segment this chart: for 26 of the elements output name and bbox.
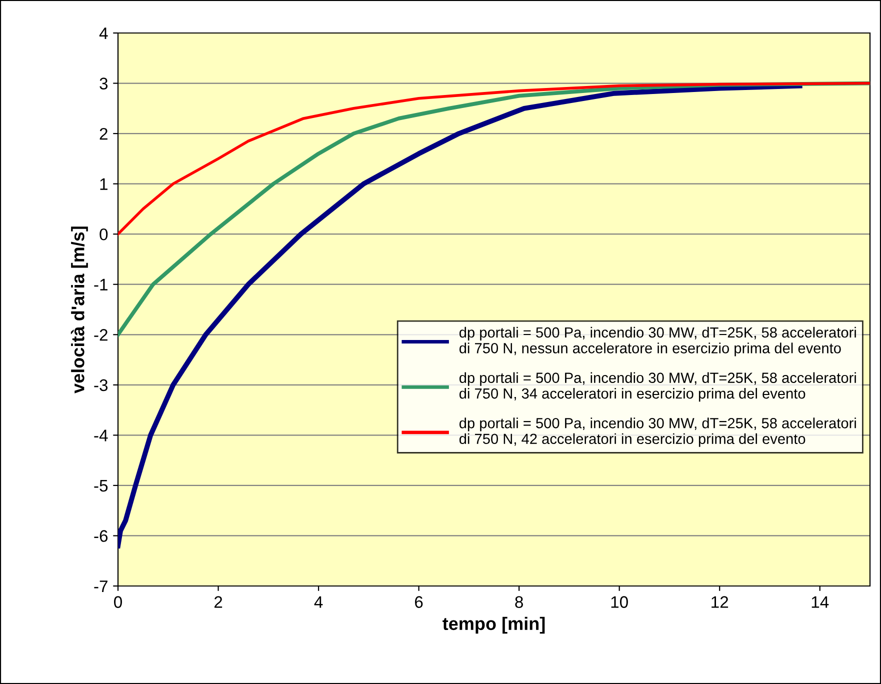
y-tick-label: -4 <box>94 430 108 442</box>
y-tick-label: 2 <box>100 128 108 140</box>
x-tick-label: 12 <box>712 596 728 608</box>
x-axis-title: tempo [min] <box>442 616 545 634</box>
y-tick-label: -6 <box>94 530 108 542</box>
y-tick-label: 3 <box>100 78 108 90</box>
y-tick-label: -1 <box>94 278 108 290</box>
y-tick-label: -2 <box>94 329 108 341</box>
legend-label: dp portali = 500 Pa, incendio 30 MW, dT=25K, 58 acceleratori di 750 N, 34 acceleratori in esercizio prima del evento <box>459 372 856 402</box>
x-tick-label: 6 <box>415 596 423 608</box>
y-tick-label: 4 <box>99 28 108 40</box>
x-tick-label: 8 <box>515 596 523 608</box>
y-tick-label: 1 <box>100 178 108 190</box>
line-series <box>118 82 870 236</box>
y-tick-label: -7 <box>94 580 108 592</box>
x-tick-label: 0 <box>114 596 122 608</box>
legend-label: dp portali = 500 Pa, incendio 30 MW, dT=25K, 58 acceleratori di 750 N, nessun acceleratore in esercizio prima del evento <box>459 326 856 356</box>
legend-label: dp portali = 500 Pa, incendio 30 MW, dT=25K, 58 acceleratori di 750 N, 42 acceleratori in esercizio prima del evento <box>459 418 856 447</box>
x-tick-label: 2 <box>214 596 222 608</box>
y-axis-title: velocità d'aria [m/s] <box>70 226 88 394</box>
y-tick-label: -3 <box>94 379 108 392</box>
x-tick-label: 10 <box>611 596 628 608</box>
x-tick-label: 14 <box>812 596 829 608</box>
x-tick-label: 4 <box>314 596 323 608</box>
y-tick-label: -5 <box>94 480 108 492</box>
y-tick-label: 0 <box>100 228 108 240</box>
